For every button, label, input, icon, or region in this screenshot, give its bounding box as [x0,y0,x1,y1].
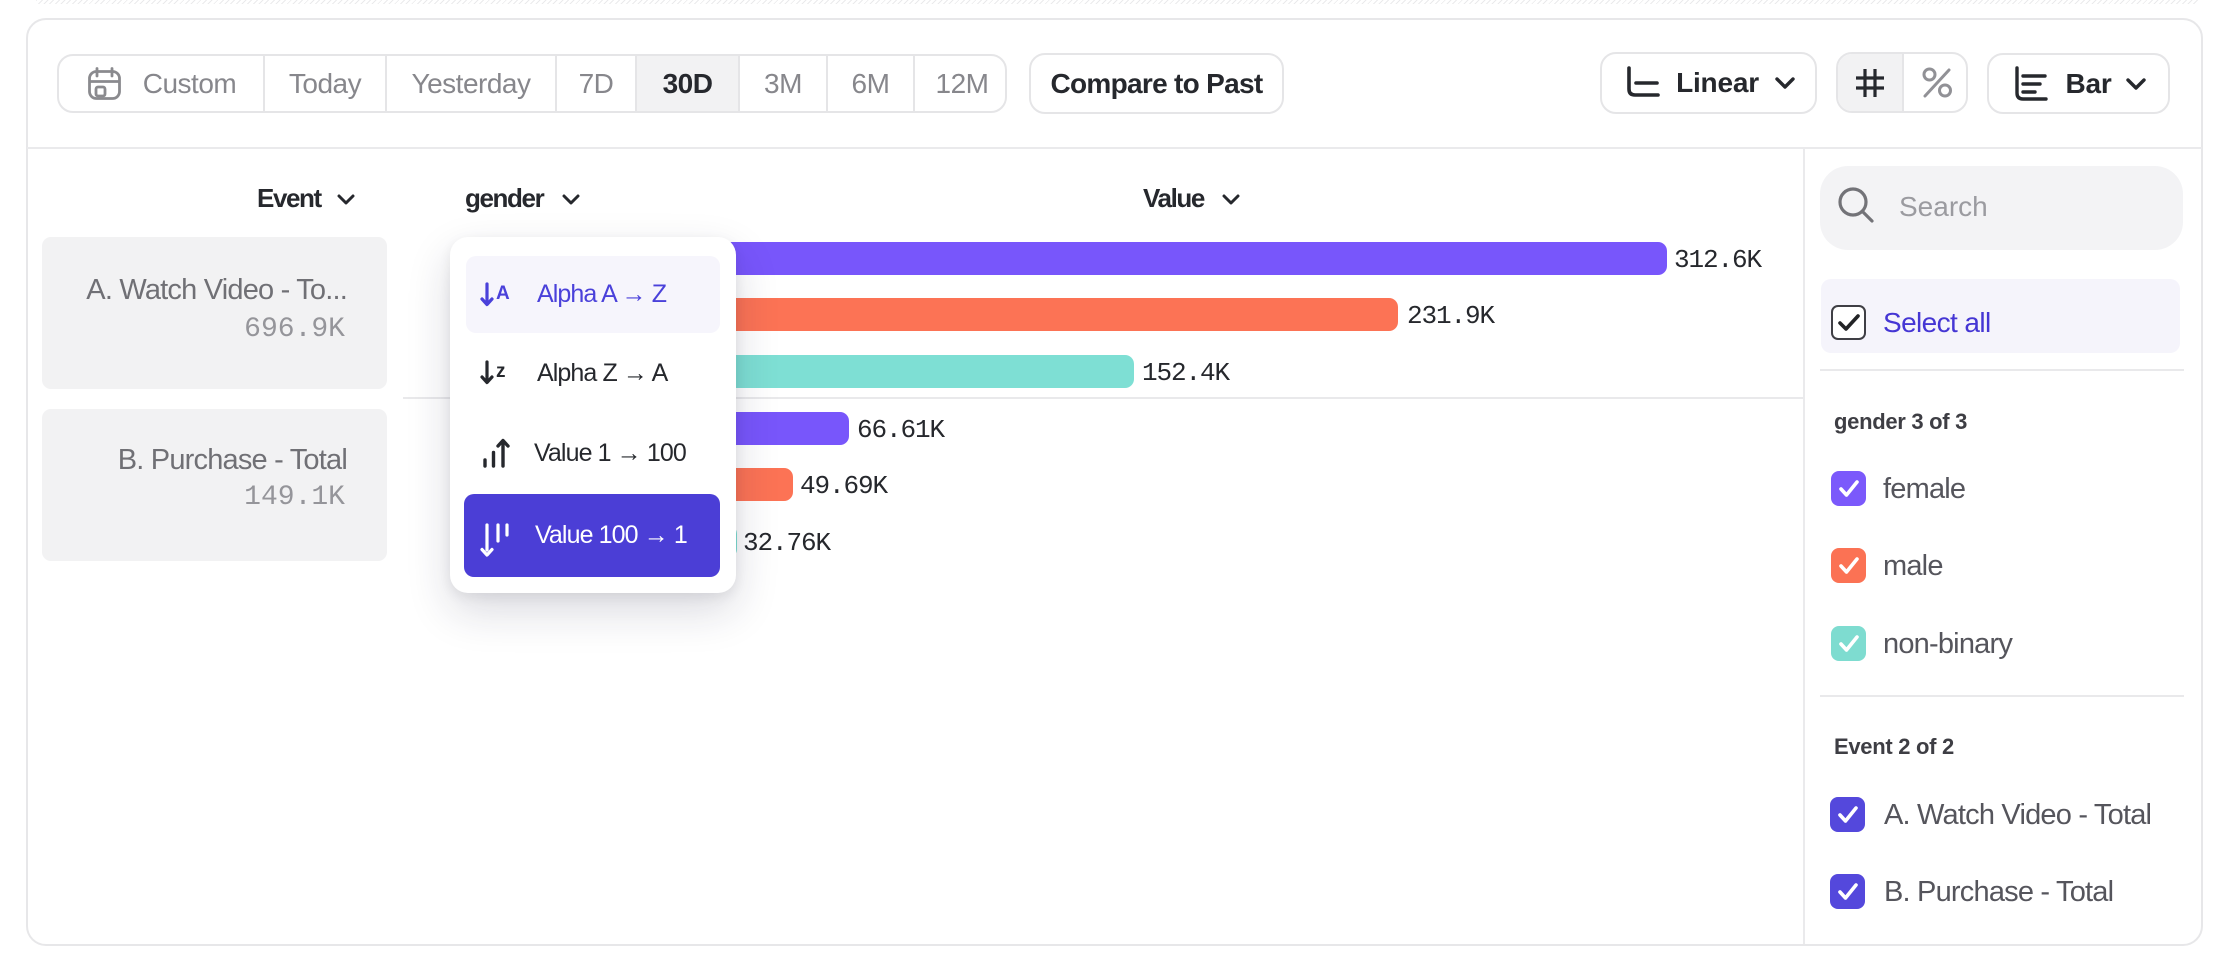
svg-text:z: z [496,361,506,382]
svg-text:A: A [496,283,510,304]
